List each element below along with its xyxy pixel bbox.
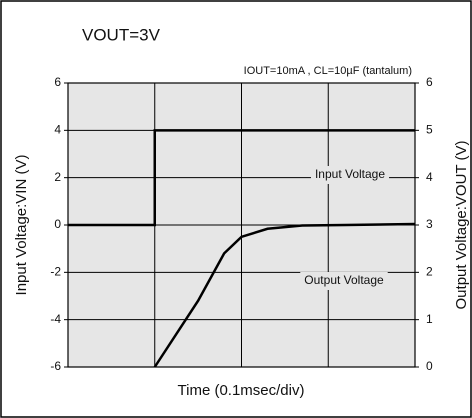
series-label: Output Voltage [304,273,384,287]
y-tick-label: -6 [50,359,61,373]
y-tick-label: 6 [54,75,61,89]
y2-tick-label: 0 [426,359,433,373]
annotation-bg [310,166,390,184]
y2-axis-label: Output Voltage:VOUT (V) [453,141,470,310]
chart-subtitle: IOUT=10mA , CL=10µF (tantalum) [244,65,412,77]
chart-title: VOUT=3V [82,25,161,44]
series-line [68,129,415,227]
y-tick-label: -2 [50,265,61,279]
y-tick-label: 4 [54,123,61,137]
y-tick-label: 2 [54,170,61,184]
series-label: Input Voltage [315,167,385,181]
y-tick-label: 0 [54,217,61,231]
annotation-bg [300,272,388,290]
series-line [153,222,416,368]
y2-tick-label: 1 [426,312,433,326]
y2-tick-label: 6 [426,75,433,89]
y2-tick-label: 3 [426,217,433,231]
y-tick-label: -4 [50,312,61,326]
y2-tick-label: 5 [426,123,433,137]
y2-tick-label: 2 [426,265,433,279]
y2-tick-label: 4 [426,170,433,184]
x-axis-label: Time (0.1msec/div) [178,382,305,399]
y-axis-label: Input Voltage:VIN (V) [13,155,30,296]
